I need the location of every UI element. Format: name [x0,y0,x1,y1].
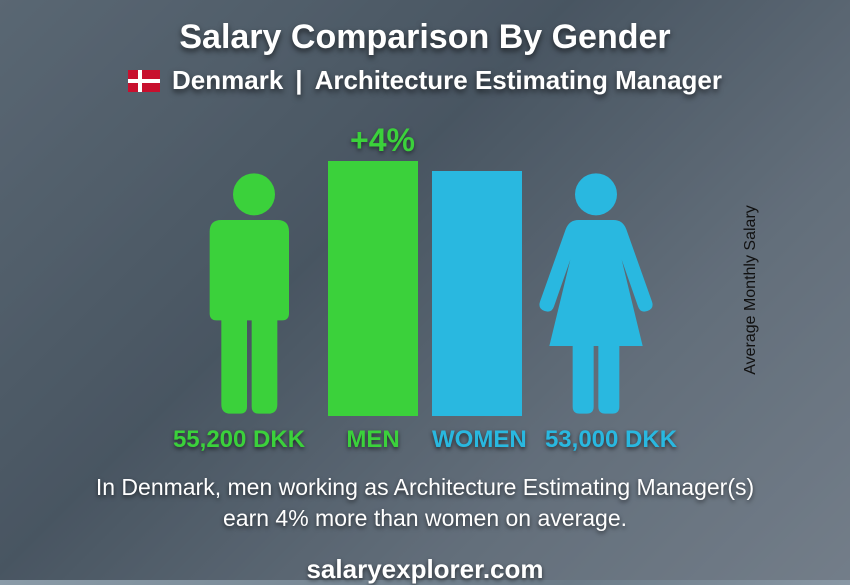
women-salary-value: 53,000 DKK [536,426,686,454]
content-container: Salary Comparison By Gender Denmark | Ar… [0,0,850,580]
country-label: Denmark [172,65,283,96]
separator: | [295,65,302,96]
page-title: Salary Comparison By Gender [40,18,810,57]
subtitle-row: Denmark | Architecture Estimating Manage… [40,65,810,96]
description-text: In Denmark, men working as Architecture … [40,472,810,534]
chart-area: +4% [40,116,810,416]
men-salary-value: 55,200 DKK [164,426,314,454]
denmark-flag-icon [128,70,160,92]
men-bar [328,161,418,416]
footer-source: salaryexplorer.com [40,554,810,585]
women-label: WOMEN [432,426,522,454]
job-title-label: Architecture Estimating Manager [315,65,722,96]
difference-label: +4% [350,122,415,159]
labels-row: 55,200 DKK MEN WOMEN 53,000 DKK [40,426,810,454]
women-bar [432,171,522,416]
men-label: MEN [328,426,418,454]
female-person-icon [536,171,656,416]
male-person-icon [194,171,314,416]
